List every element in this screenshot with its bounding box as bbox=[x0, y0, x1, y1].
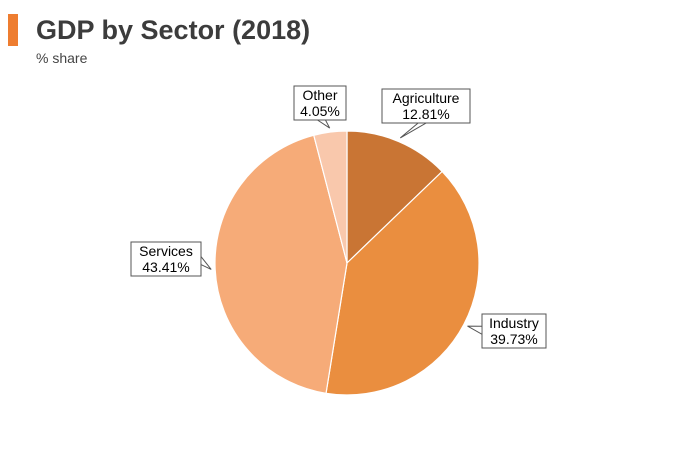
title-accent-bar bbox=[8, 14, 18, 46]
pie-slice-services bbox=[214, 134, 348, 395]
label-box bbox=[130, 241, 202, 277]
label-box bbox=[381, 88, 471, 124]
label-box bbox=[481, 313, 547, 349]
label-pointer bbox=[467, 325, 483, 336]
slice-label-value: 12.81% bbox=[402, 106, 449, 122]
slice-label-name: Agriculture bbox=[393, 90, 460, 106]
pie-slice-other bbox=[313, 130, 348, 264]
pie-slice-industry bbox=[325, 170, 480, 396]
chart-title: GDP by Sector (2018) bbox=[36, 15, 311, 45]
pie-slice-agriculture bbox=[346, 130, 443, 265]
slice-label-value: 4.05% bbox=[300, 103, 340, 119]
chart-subtitle: % share bbox=[36, 50, 88, 66]
slice-label-value: 39.73% bbox=[490, 331, 537, 347]
slice-label-name: Industry bbox=[489, 315, 539, 331]
slice-label-name: Services bbox=[139, 243, 193, 259]
slice-label-value: 43.41% bbox=[142, 259, 189, 275]
slice-label-name: Other bbox=[302, 87, 337, 103]
label-pointer bbox=[315, 119, 331, 129]
label-pointer bbox=[399, 122, 429, 139]
label-box bbox=[293, 85, 347, 121]
label-pointer bbox=[200, 255, 212, 270]
